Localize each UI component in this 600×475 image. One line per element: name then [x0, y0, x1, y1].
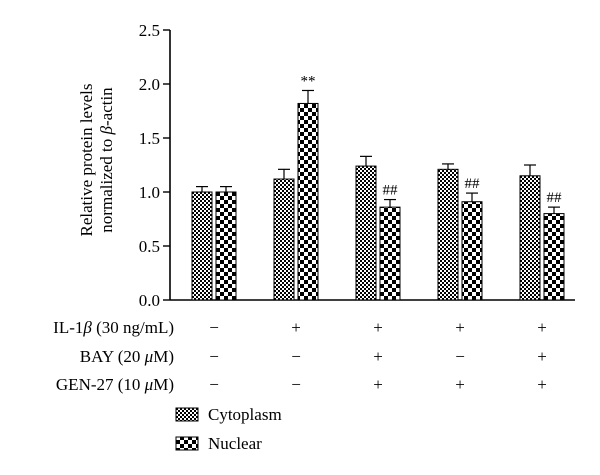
treatment-label: IL-1β (30 ng/mL): [53, 318, 174, 337]
legend-label-nuclear: Nuclear: [208, 434, 262, 453]
treatment-sign: +: [373, 347, 383, 366]
treatment-sign: +: [455, 318, 465, 337]
treatment-label: BAY (20 μM): [80, 347, 174, 366]
treatment-label: GEN-27 (10 μM): [56, 375, 174, 394]
legend-swatch-cytoplasm: [175, 407, 199, 422]
legend-swatch-nuclear: [175, 436, 199, 451]
y-tick-label: 0.0: [139, 291, 160, 310]
treatment-sign: −: [209, 318, 219, 337]
legend-label-cytoplasm: Cytoplasm: [208, 405, 282, 424]
bar-nuclear: [461, 201, 483, 301]
y-axis-title-line1: Relative protein levels: [77, 84, 96, 237]
y-tick-label: 0.5: [139, 237, 160, 256]
bar-cytoplasm: [355, 165, 377, 301]
treatment-sign: +: [537, 347, 547, 366]
bar-cytoplasm: [191, 191, 213, 301]
treatment-sign: −: [291, 375, 301, 394]
bar-cytoplasm: [519, 175, 541, 301]
y-tick-label: 1.0: [139, 183, 160, 202]
treatment-sign: +: [291, 318, 301, 337]
bar-cytoplasm: [273, 178, 295, 301]
bar-cytoplasm: [437, 168, 459, 301]
treatment-sign: +: [537, 375, 547, 394]
bar-nuclear: [543, 213, 565, 301]
bar-nuclear: [297, 102, 319, 301]
significance-label: **: [301, 73, 316, 89]
y-tick-label: 2.5: [139, 21, 160, 40]
treatment-sign: +: [537, 318, 547, 337]
significance-label: ##: [383, 183, 399, 199]
treatment-sign: +: [373, 375, 383, 394]
bar-nuclear: [215, 191, 237, 301]
bar-nuclear: [379, 206, 401, 301]
treatment-sign: −: [455, 347, 465, 366]
legend: Cytoplasm Nuclear: [175, 405, 282, 453]
significance-label: ##: [547, 190, 563, 206]
treatment-sign: +: [455, 375, 465, 394]
treatment-sign: −: [209, 347, 219, 366]
significance-label: ##: [465, 176, 481, 192]
treatment-sign: +: [373, 318, 383, 337]
y-axis-title-line2: normalized to β-actin: [97, 87, 116, 233]
treatment-sign: −: [291, 347, 301, 366]
treatment-sign: −: [209, 375, 219, 394]
y-tick-label: 1.5: [139, 129, 160, 148]
y-tick-label: 2.0: [139, 75, 160, 94]
